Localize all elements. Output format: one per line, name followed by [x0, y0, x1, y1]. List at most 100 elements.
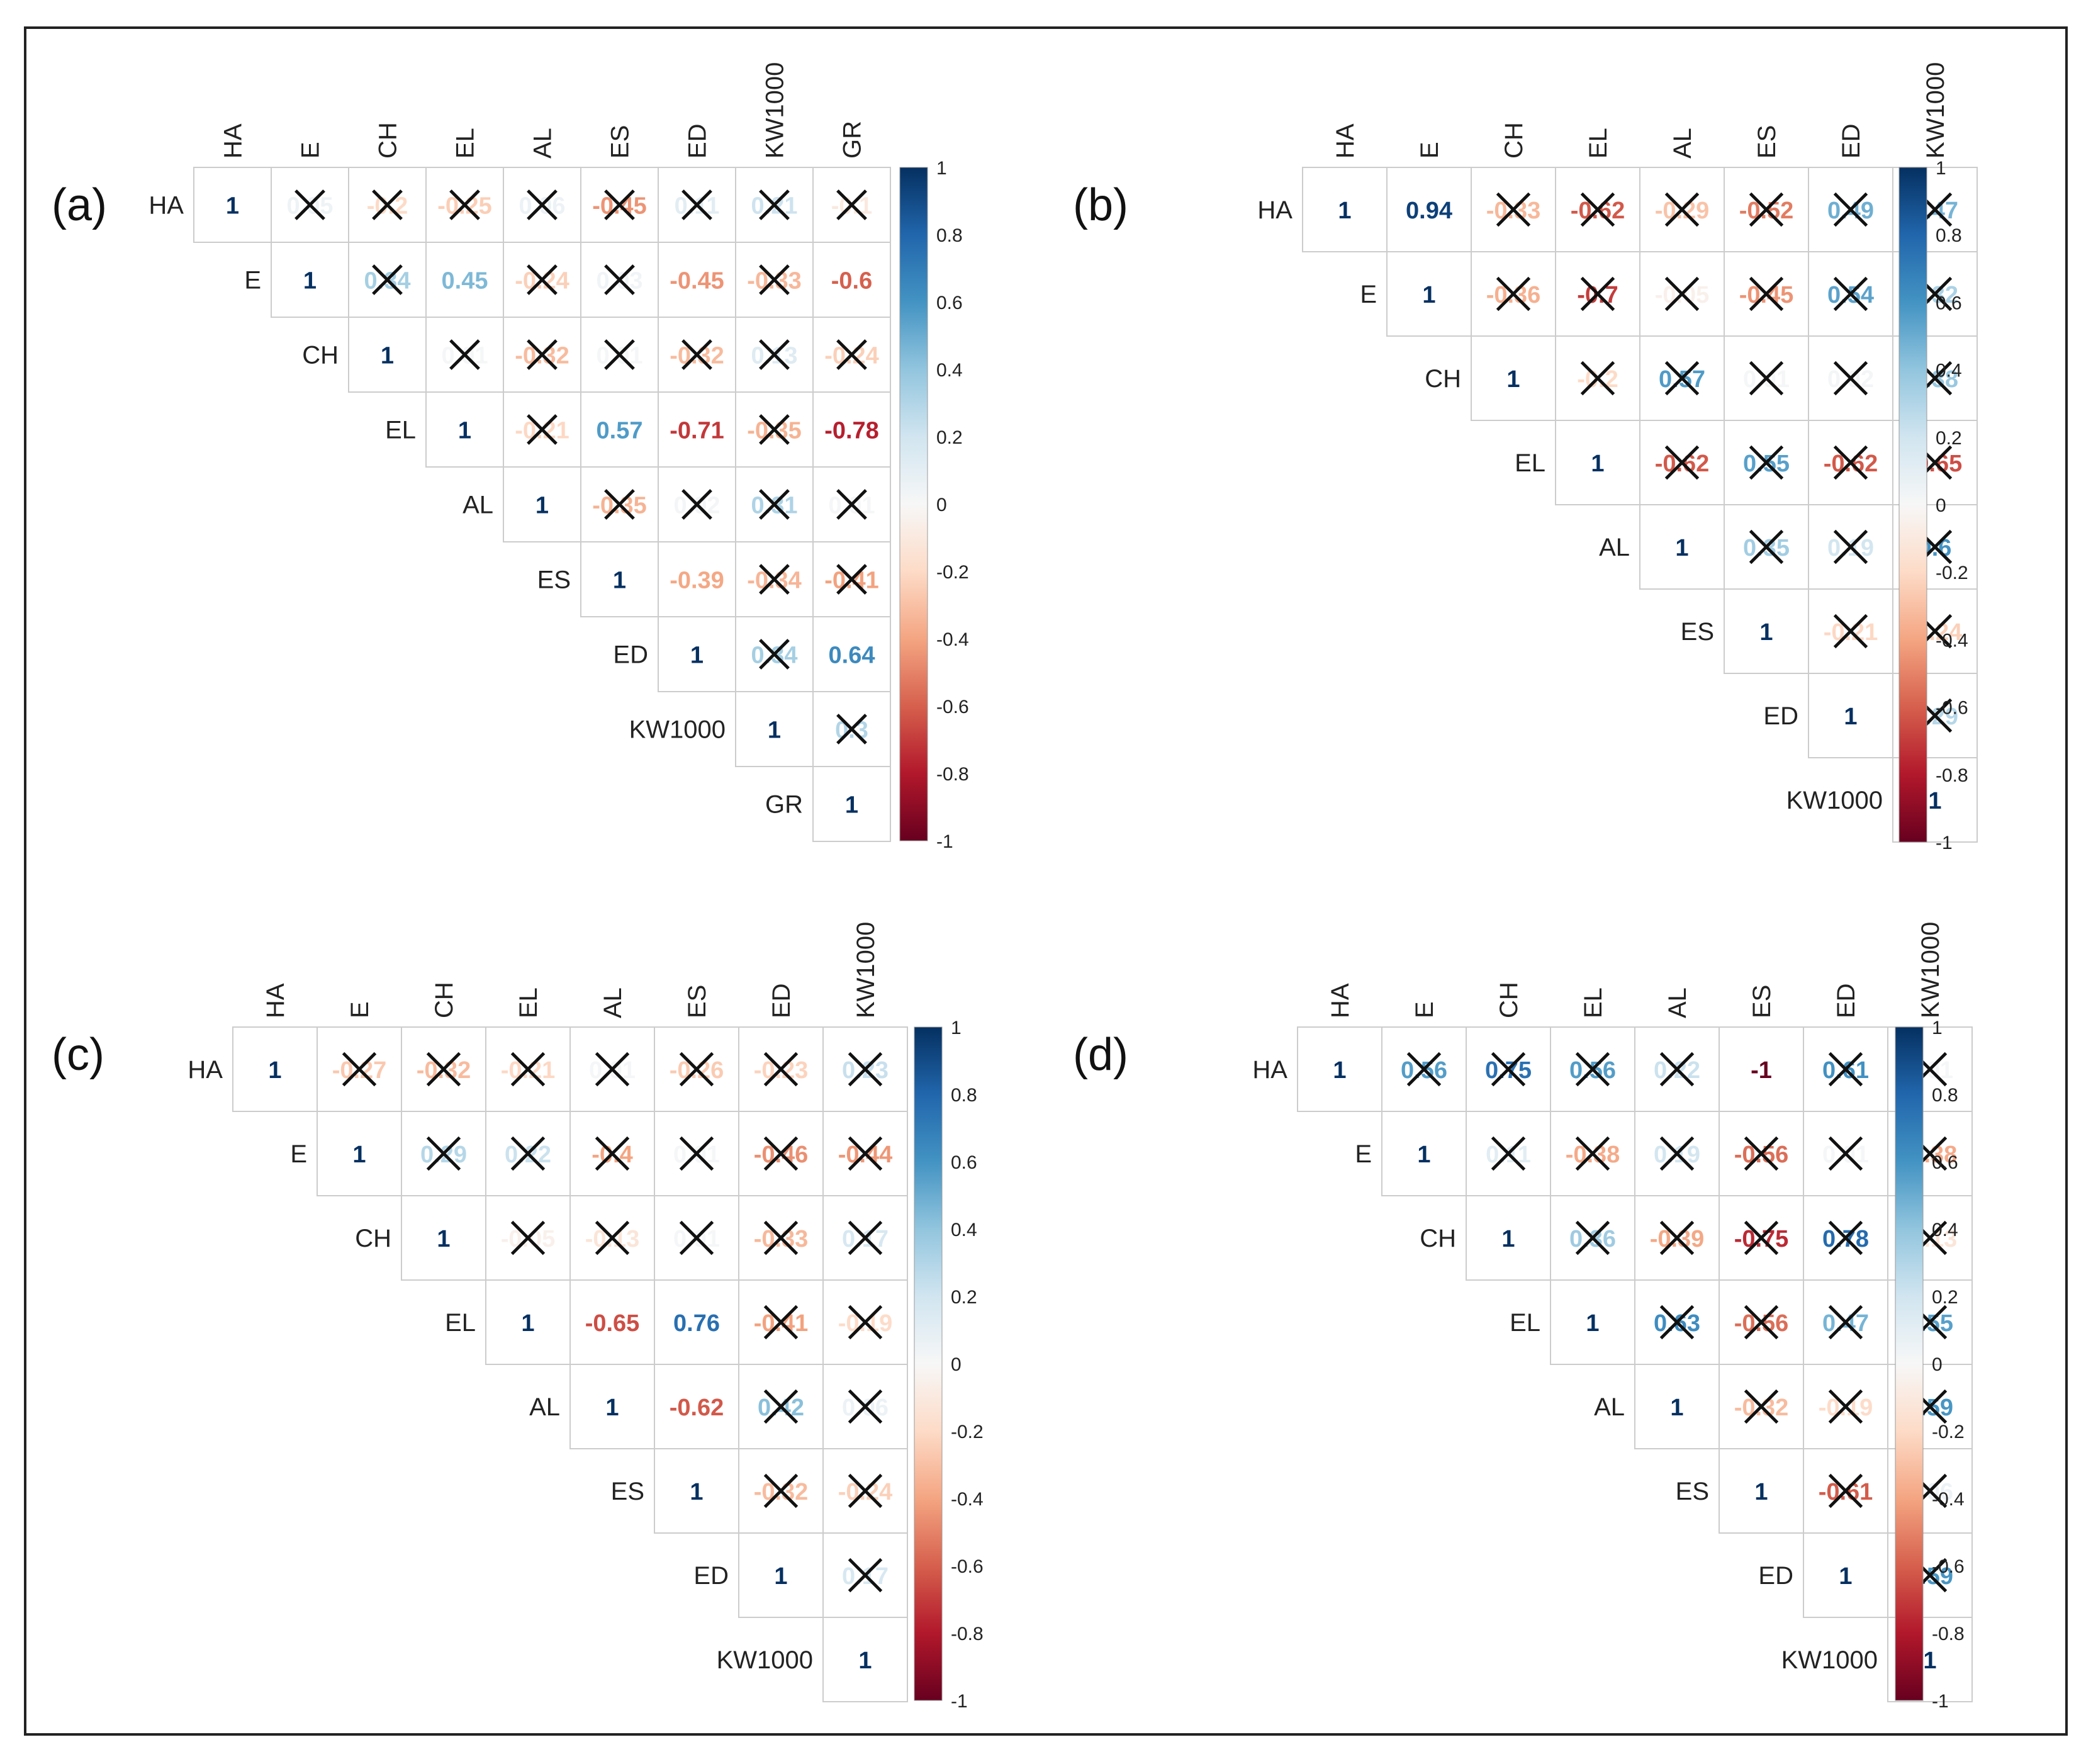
correlation-value: 0.94 [1406, 198, 1452, 224]
colorbar-tick-label: 0.2 [1932, 1287, 1958, 1308]
column-label: ES [683, 985, 711, 1018]
colorbar-tick-label: 0.8 [1932, 1085, 1958, 1106]
nonsignificant-cross-mark [1575, 1052, 1610, 1087]
nonsignificant-cross-mark [759, 639, 790, 670]
matrix-cell [401, 1195, 486, 1281]
matrix-cell [1634, 1364, 1720, 1449]
nonsignificant-cross-mark [836, 489, 867, 520]
matrix-cell [735, 616, 814, 692]
nonsignificant-cross-mark [1828, 1305, 1863, 1340]
row-label: HA [149, 192, 184, 220]
nonsignificant-cross-mark [1833, 361, 1868, 396]
correlation-panel-c: HA E CH EL AL ES ED KW1000 HA E CH EL AL ES ED KW1000 1 -… [188, 922, 983, 1712]
nonsignificant-cross-mark [763, 1305, 799, 1340]
matrix-cell [812, 242, 891, 318]
nonsignificant-cross-mark [510, 1136, 546, 1171]
nonsignificant-cross-mark [763, 1220, 799, 1256]
nonsignificant-cross-mark [426, 1052, 461, 1087]
correlation-value: -0.71 [670, 418, 724, 444]
correlation-value: 1 [303, 268, 317, 295]
colorbar-tick-label: -0.6 [1936, 698, 1968, 719]
correlation-value: 1 [1417, 1142, 1430, 1168]
nonsignificant-cross-mark [1659, 1305, 1695, 1340]
nonsignificant-cross-mark [1833, 614, 1868, 649]
nonsignificant-cross-mark [681, 339, 712, 370]
nonsignificant-cross-mark [1496, 276, 1531, 312]
row-label: E [1360, 281, 1377, 308]
nonsignificant-cross-mark [836, 714, 867, 744]
correlation-value: 1 [690, 643, 704, 669]
colorbar-tick-label: -0.4 [1936, 630, 1968, 651]
column-label: AL [1669, 128, 1696, 159]
nonsignificant-cross-mark [604, 264, 635, 295]
row-label: KW1000 [629, 716, 726, 744]
column-label: ED [1832, 983, 1860, 1018]
matrix-cell [1381, 1111, 1467, 1196]
column-label: CH [1495, 982, 1523, 1018]
colorbar-tick-label: 0.4 [936, 360, 963, 381]
matrix-cell [658, 242, 736, 318]
colorbar-tick-label: -0.2 [1932, 1422, 1965, 1442]
nonsignificant-cross-mark [604, 189, 635, 220]
colorbar-tick-label: -0.6 [951, 1556, 984, 1577]
matrix-cell [425, 242, 504, 318]
colorbar-tick-label: -0.2 [936, 562, 969, 583]
nonsignificant-cross-mark [604, 489, 635, 520]
correlation-value: 1 [1754, 1479, 1768, 1505]
nonsignificant-cross-mark [1491, 1052, 1526, 1087]
nonsignificant-cross-mark [1575, 1220, 1610, 1256]
colorbar-tick-label: 0.8 [936, 225, 963, 246]
row-label: E [244, 267, 261, 295]
colorbar-tick-label: 0 [936, 495, 947, 515]
matrix-cell [1639, 504, 1725, 590]
nonsignificant-cross-mark [679, 1220, 714, 1256]
nonsignificant-cross-mark [763, 1389, 799, 1424]
matrix-cell [1719, 1026, 1804, 1112]
nonsignificant-cross-mark [1744, 1220, 1779, 1256]
row-label: EL [445, 1309, 476, 1337]
nonsignificant-cross-mark [1406, 1052, 1442, 1087]
row-label: HA [188, 1056, 223, 1084]
row-label: AL [1594, 1393, 1625, 1421]
column-label: ES [1753, 125, 1781, 159]
matrix-cell [1471, 335, 1556, 421]
nonsignificant-cross-mark [1664, 361, 1700, 396]
nonsignificant-cross-mark [604, 339, 635, 370]
nonsignificant-cross-mark [681, 189, 712, 220]
column-label: CH [1500, 122, 1528, 159]
column-label: E [1416, 142, 1444, 159]
nonsignificant-cross-mark [759, 189, 790, 220]
correlation-value: 1 [858, 1648, 872, 1674]
nonsignificant-cross-mark [679, 1052, 714, 1087]
colorbar-tick-label: -0.8 [936, 764, 969, 785]
correlation-value: 1 [1506, 366, 1520, 393]
correlation-value: 1 [1591, 451, 1604, 477]
nonsignificant-cross-mark [595, 1136, 630, 1171]
nonsignificant-cross-mark [1828, 1136, 1863, 1171]
colorbar-tick-label: 0.6 [936, 293, 963, 313]
column-label: KW1000 [852, 922, 880, 1018]
nonsignificant-cross-mark [848, 1052, 883, 1087]
nonsignificant-cross-mark [848, 1473, 883, 1508]
row-label: E [1355, 1140, 1372, 1168]
nonsignificant-cross-mark [848, 1136, 883, 1171]
correlation-value: 1 [268, 1057, 281, 1084]
colorbar-tick-label: 0.4 [1936, 361, 1962, 381]
nonsignificant-cross-mark [836, 564, 867, 595]
row-label: AL [463, 492, 493, 519]
correlation-panel-a: HA E CH EL AL ES ED KW1000 GR HA E CH EL AL ES ED KW1000… [149, 62, 968, 852]
nonsignificant-cross-mark [1749, 361, 1784, 396]
correlation-value: 1 [1759, 619, 1773, 646]
column-label: CH [430, 982, 458, 1018]
row-label: ES [1676, 1478, 1709, 1505]
correlation-value: -1 [1751, 1057, 1772, 1084]
nonsignificant-cross-mark [763, 1052, 799, 1087]
nonsignificant-cross-mark [1575, 1136, 1610, 1171]
correlation-value: 1 [768, 717, 781, 744]
nonsignificant-cross-mark [1749, 529, 1784, 565]
matrix-cell [569, 1364, 655, 1449]
row-label: AL [529, 1393, 560, 1421]
row-label: ES [611, 1478, 644, 1505]
matrix-cell [580, 541, 659, 617]
